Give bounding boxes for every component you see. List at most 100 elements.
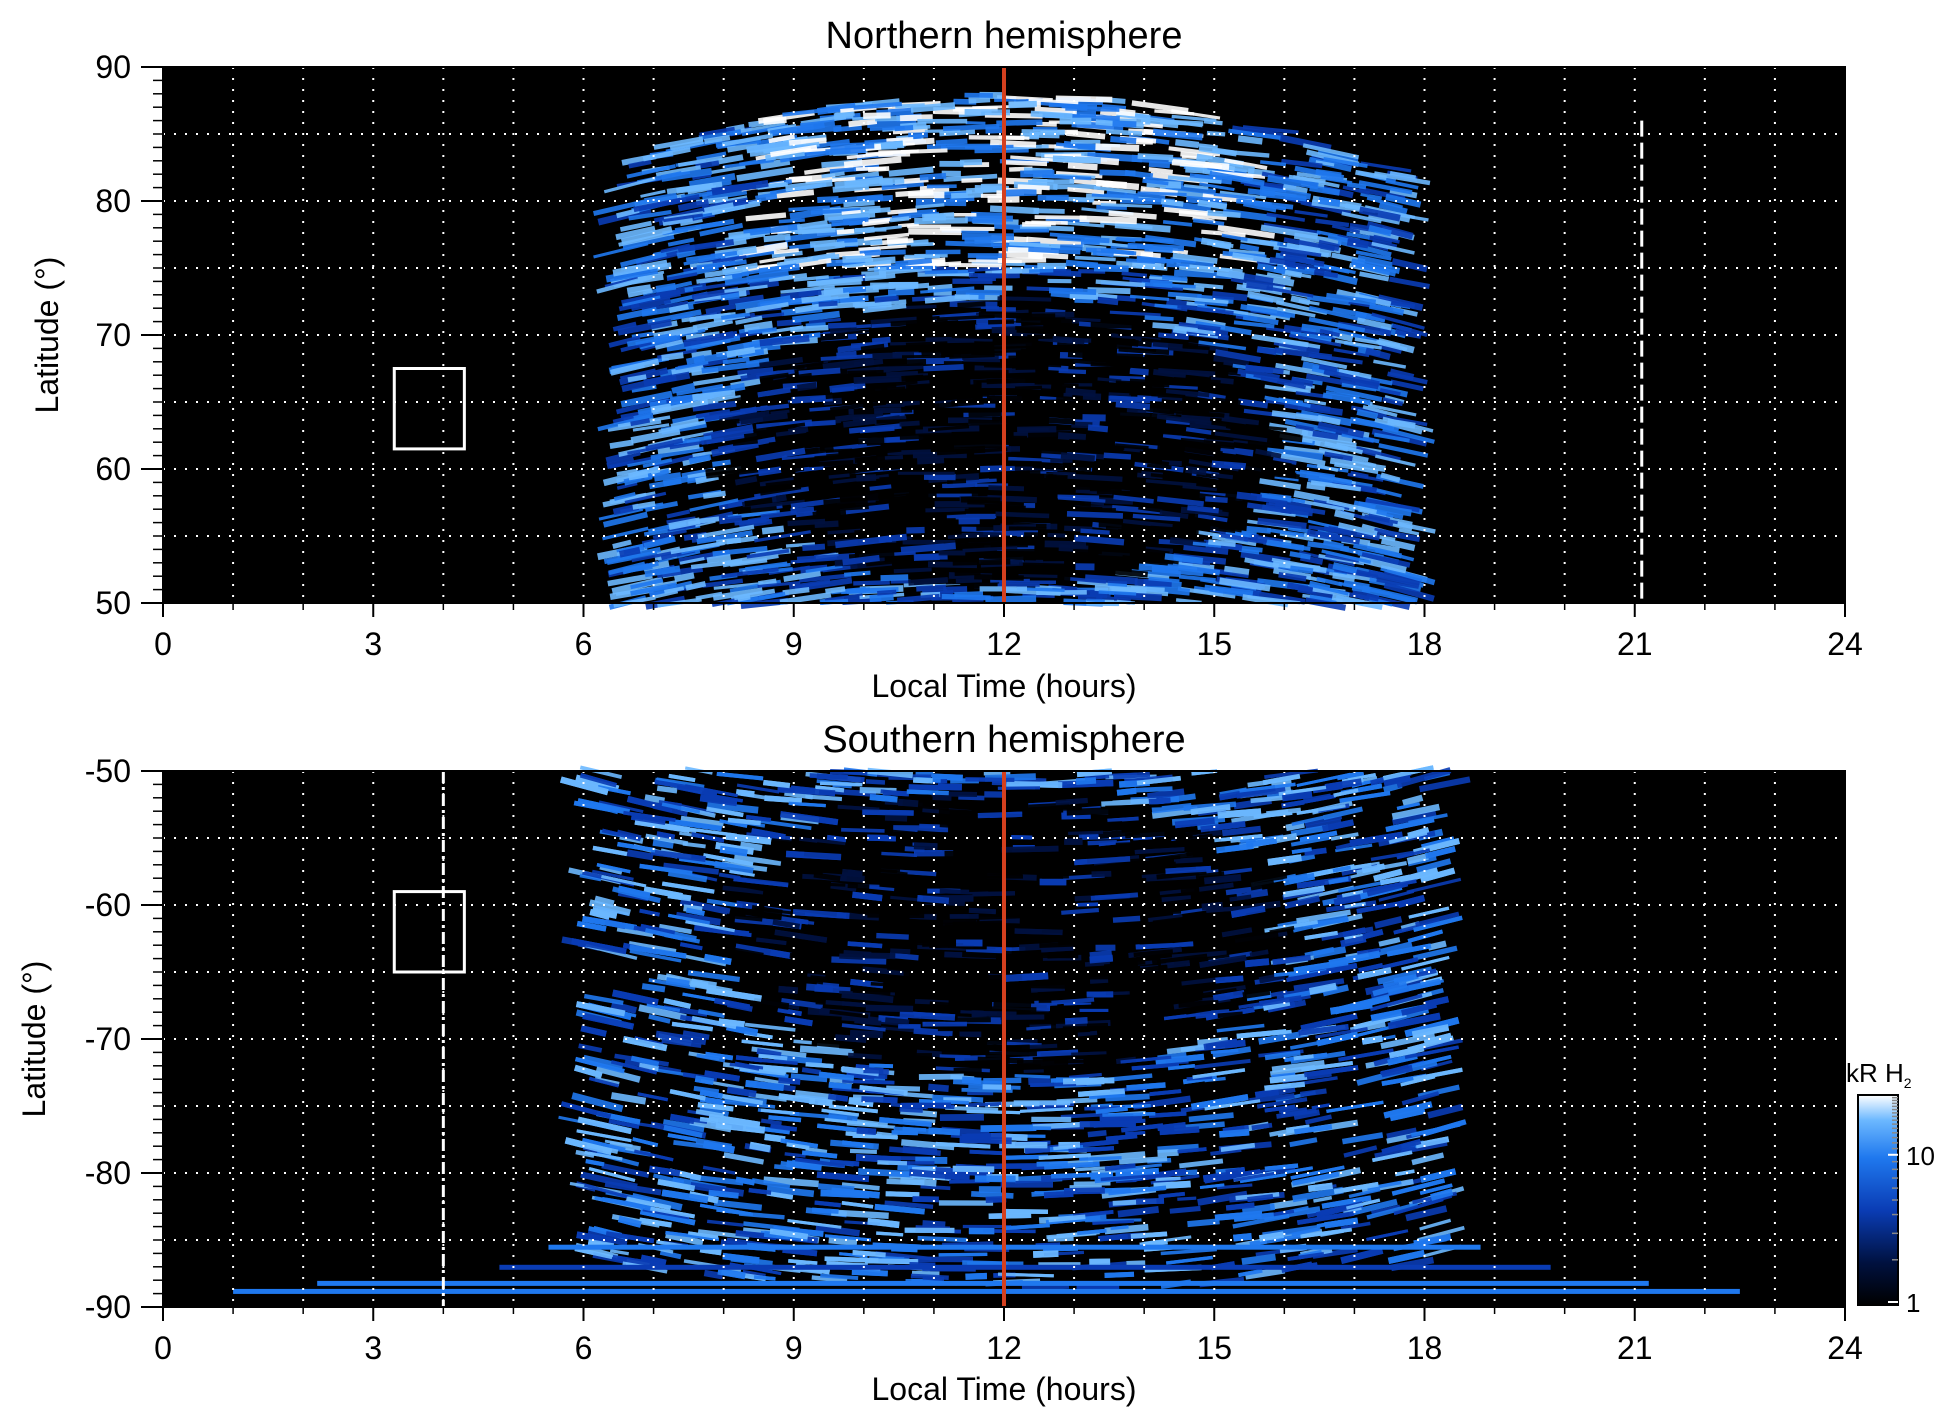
emission-streak bbox=[1085, 973, 1111, 980]
emission-streak bbox=[1013, 229, 1049, 233]
emission-streak bbox=[999, 580, 1056, 584]
emission-streak bbox=[959, 1032, 981, 1038]
emission-streak bbox=[971, 990, 1006, 996]
emission-streak bbox=[1038, 195, 1069, 201]
emission-streak bbox=[1042, 874, 1069, 879]
emission-streak bbox=[1090, 797, 1113, 802]
y-tick-label: 70 bbox=[95, 317, 131, 353]
emission-streak bbox=[922, 1022, 966, 1027]
emission-streak bbox=[944, 361, 963, 365]
emission-streak bbox=[1004, 189, 1037, 197]
emission-streak bbox=[917, 119, 967, 124]
emission-streak bbox=[986, 307, 1016, 312]
emission-streak bbox=[950, 914, 979, 919]
emission-streak bbox=[963, 359, 1000, 363]
emission-streak bbox=[1031, 1117, 1071, 1122]
emission-streak bbox=[1019, 981, 1073, 989]
emission-streak bbox=[850, 1030, 883, 1038]
y-tick-label: 60 bbox=[95, 451, 131, 487]
emission-streak bbox=[939, 550, 966, 555]
emission-streak bbox=[945, 1174, 970, 1180]
emission-streak bbox=[1099, 169, 1135, 176]
emission-streak bbox=[929, 488, 959, 492]
emission-streak bbox=[965, 509, 1000, 514]
x-tick-label: 3 bbox=[364, 626, 382, 662]
emission-streak bbox=[1007, 436, 1027, 439]
emission-streak bbox=[960, 159, 982, 165]
emission-streak bbox=[898, 472, 955, 475]
emission-streak bbox=[1035, 215, 1087, 220]
emission-streak bbox=[905, 1228, 955, 1233]
emission-streak bbox=[962, 1076, 981, 1084]
emission-streak bbox=[1008, 101, 1037, 108]
emission-streak bbox=[1015, 326, 1044, 330]
emission-streak bbox=[1018, 485, 1060, 488]
emission-streak bbox=[897, 327, 938, 333]
emission-streak bbox=[917, 457, 944, 465]
emission-streak bbox=[939, 1253, 988, 1257]
y-tick-label: 90 bbox=[95, 49, 131, 85]
emission-streak bbox=[1081, 239, 1100, 245]
emission-streak bbox=[899, 265, 936, 269]
emission-streak bbox=[954, 1068, 982, 1073]
emission-streak bbox=[880, 574, 908, 581]
emission-streak bbox=[938, 1027, 971, 1031]
emission-streak bbox=[940, 1114, 984, 1121]
emission-streak bbox=[953, 559, 1011, 566]
emission-streak bbox=[949, 263, 1002, 267]
emission-streak bbox=[1040, 879, 1067, 886]
emission-streak bbox=[1031, 220, 1068, 224]
emission-streak bbox=[1105, 353, 1143, 359]
emission-streak bbox=[1047, 533, 1065, 538]
emission-streak bbox=[945, 981, 976, 985]
emission-streak bbox=[869, 1064, 893, 1069]
emission-streak bbox=[1112, 121, 1136, 128]
x-tick-label: 15 bbox=[1196, 626, 1232, 662]
emission-streak bbox=[1087, 991, 1114, 997]
emission-streak bbox=[921, 518, 955, 525]
emission-streak bbox=[966, 121, 986, 125]
emission-streak bbox=[1089, 1259, 1110, 1266]
emission-streak bbox=[879, 177, 904, 184]
emission-streak bbox=[1080, 1009, 1109, 1012]
emission-streak bbox=[969, 273, 1008, 278]
emission-streak bbox=[863, 953, 895, 960]
emission-streak bbox=[927, 184, 957, 188]
emission-streak bbox=[867, 911, 924, 918]
emission-streak bbox=[956, 940, 982, 947]
emission-streak bbox=[901, 1103, 951, 1109]
emission-streak bbox=[1029, 269, 1053, 273]
emission-streak bbox=[1037, 922, 1071, 928]
emission-streak bbox=[934, 322, 966, 326]
x-tick-label: 0 bbox=[154, 626, 172, 662]
emission-streak bbox=[1006, 904, 1027, 910]
emission-streak bbox=[1004, 549, 1036, 555]
panel-title: Southern hemisphere bbox=[822, 719, 1185, 761]
emission-streak bbox=[965, 145, 1013, 149]
emission-streak bbox=[1075, 563, 1094, 570]
emission-streak bbox=[1091, 322, 1139, 329]
emission-streak bbox=[926, 250, 961, 255]
emission-streak bbox=[1022, 537, 1043, 542]
x-tick-label: 12 bbox=[986, 626, 1022, 662]
emission-streak bbox=[866, 1005, 913, 1012]
emission-streak bbox=[968, 410, 1001, 418]
emission-streak bbox=[1091, 871, 1111, 877]
emission-streak bbox=[909, 784, 939, 790]
emission-streak bbox=[919, 1074, 964, 1080]
emission-streak bbox=[906, 527, 924, 534]
emission-streak bbox=[890, 504, 910, 510]
panel-title: Northern hemisphere bbox=[826, 15, 1183, 57]
emission-streak bbox=[1022, 857, 1049, 861]
x-tick-label: 24 bbox=[1827, 626, 1863, 662]
y-axis-label: Latitude (°) bbox=[29, 257, 65, 414]
x-tick-label: 21 bbox=[1617, 626, 1653, 662]
emission-streak bbox=[858, 437, 885, 444]
emission-streak bbox=[1048, 279, 1072, 283]
emission-streak bbox=[988, 319, 1014, 324]
emission-streak bbox=[1064, 838, 1082, 845]
x-tick-label: 18 bbox=[1407, 626, 1443, 662]
y-tick-label: 50 bbox=[95, 585, 131, 621]
